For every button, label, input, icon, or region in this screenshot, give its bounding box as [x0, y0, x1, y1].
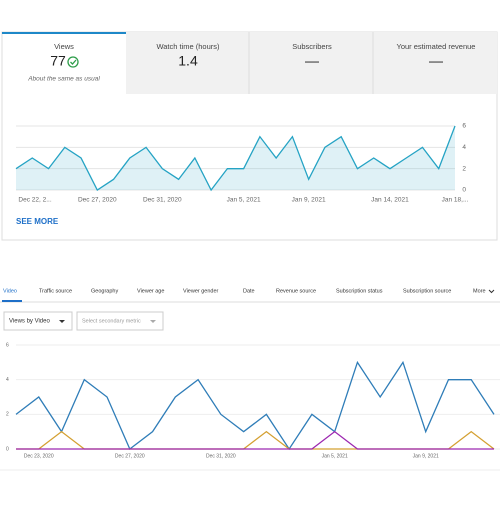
x-tick-label: Jan 5, 2021 — [227, 197, 261, 204]
dropdown[interactable] — [76, 311, 164, 331]
report-tab[interactable]: More — [473, 288, 486, 294]
x-tick-label: Dec 27, 2020 — [115, 453, 145, 459]
x-tick-label: Dec 22, 2... — [18, 197, 51, 204]
metric-label: Subscribers — [292, 42, 332, 51]
y-tick-label: 2 — [462, 165, 466, 172]
metric-note: About the same as usual — [27, 76, 100, 83]
metric-label: Your estimated revenue — [397, 42, 476, 51]
y-tick-label: 2 — [6, 412, 9, 418]
metric-value: — — [429, 53, 443, 69]
x-tick-label: Dec 27, 2020 — [78, 197, 117, 204]
area — [16, 126, 455, 190]
report-tab[interactable]: Subscription status — [336, 288, 383, 294]
y-tick-label: 6 — [462, 123, 466, 130]
dropdown-arrow — [150, 320, 156, 323]
selected-indicator — [2, 32, 126, 34]
metric-label: Watch time (hours) — [156, 42, 220, 51]
x-tick-label: Dec 31, 2020 — [206, 453, 236, 459]
line — [16, 430, 494, 450]
x-tick-label: Jan 9, 2021 — [292, 197, 326, 204]
report-tab[interactable]: Revenue source — [276, 288, 316, 294]
x-tick-label: Jan 18,... — [442, 197, 469, 204]
metric-value: — — [305, 53, 319, 69]
y-tick-label: 4 — [6, 377, 9, 383]
report-tab[interactable]: Viewer age — [137, 288, 164, 294]
line — [15, 125, 456, 192]
metric-value: 77 — [50, 53, 66, 69]
check-icon — [67, 56, 79, 68]
dropdown-label: Select secondary metric — [82, 318, 141, 324]
tab-bg — [126, 32, 497, 94]
y-tick-label: 6 — [6, 342, 9, 348]
report-tab[interactable]: Traffic source — [39, 288, 72, 294]
dropdown-arrow — [59, 320, 65, 323]
y-tick-label: 0 — [6, 446, 9, 452]
metric-label: Views — [54, 42, 74, 51]
y-tick-label: 0 — [462, 187, 466, 194]
report-tab[interactable]: Viewer gender — [183, 288, 219, 294]
more-arrow — [488, 289, 495, 294]
report-tab[interactable]: Date — [243, 288, 255, 294]
x-tick-label: Jan 14, 2021 — [371, 197, 409, 204]
dropdown-label: Views by Video — [9, 319, 50, 325]
dropdown[interactable] — [3, 311, 73, 331]
metric-value: 1.4 — [178, 53, 198, 69]
see-more[interactable]: SEE MORE — [16, 217, 59, 226]
report-tab[interactable]: Geography — [91, 288, 118, 294]
tab-indicator — [2, 300, 22, 302]
x-tick-label: Dec 23, 2020 — [24, 453, 54, 459]
x-tick-label: Jan 5, 2021 — [322, 453, 348, 459]
check-mark — [70, 59, 77, 65]
line — [16, 430, 495, 450]
x-tick-label: Jan 9, 2021 — [413, 453, 439, 459]
report-tab[interactable]: Video — [3, 288, 17, 294]
line — [15, 360, 495, 451]
y-tick-label: 4 — [462, 144, 466, 151]
x-tick-label: Dec 31, 2020 — [143, 197, 182, 204]
report-tab[interactable]: Subscription source — [403, 288, 451, 294]
